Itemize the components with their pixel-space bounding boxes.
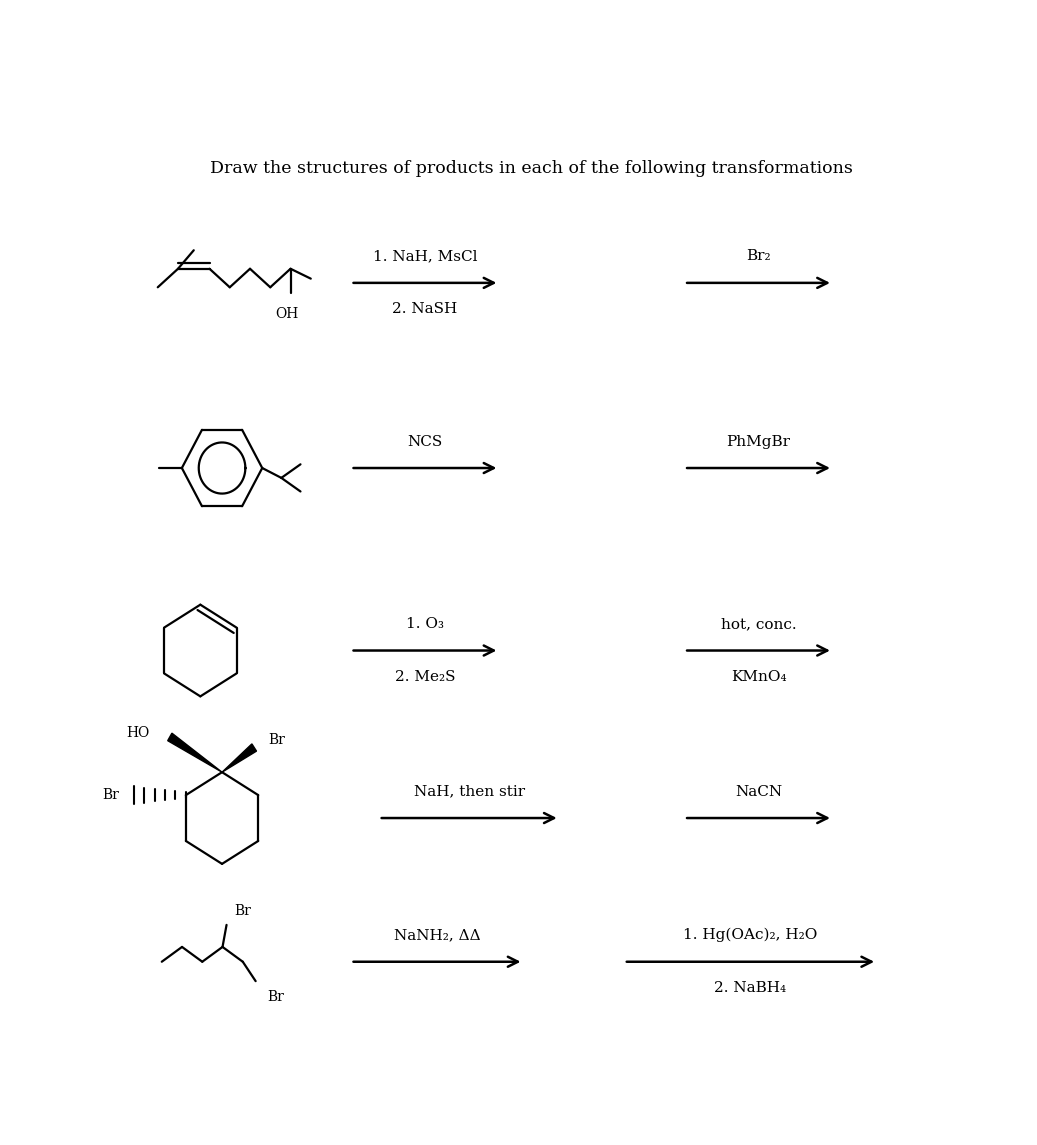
Text: NaCN: NaCN (735, 784, 782, 799)
Text: Br: Br (103, 788, 119, 803)
Text: OH: OH (275, 307, 298, 321)
Text: 2. NaBH₄: 2. NaBH₄ (714, 981, 786, 995)
Text: Draw the structures of products in each of the following transformations: Draw the structures of products in each … (211, 160, 852, 176)
Text: Br: Br (234, 903, 251, 918)
Polygon shape (222, 744, 256, 772)
Text: Br: Br (267, 990, 284, 1004)
Text: 1. O₃: 1. O₃ (405, 617, 444, 631)
Text: NCS: NCS (408, 435, 443, 449)
Text: PhMgBr: PhMgBr (727, 435, 790, 449)
Text: 2. NaSH: 2. NaSH (392, 302, 457, 316)
Text: NaNH₂, ΔΔ: NaNH₂, ΔΔ (394, 929, 480, 942)
Text: KMnO₄: KMnO₄ (731, 670, 786, 684)
Text: HO: HO (127, 726, 149, 740)
Text: 1. Hg(OAc)₂, H₂O: 1. Hg(OAc)₂, H₂O (683, 927, 817, 942)
Text: 2. Me₂S: 2. Me₂S (395, 670, 455, 684)
Text: NaH, then stir: NaH, then stir (414, 784, 525, 799)
Text: Br₂: Br₂ (747, 250, 770, 263)
Text: Br: Br (269, 734, 285, 748)
Text: hot, conc.: hot, conc. (721, 617, 796, 631)
Polygon shape (168, 733, 222, 772)
Text: 1. NaH, MsCl: 1. NaH, MsCl (372, 250, 477, 263)
